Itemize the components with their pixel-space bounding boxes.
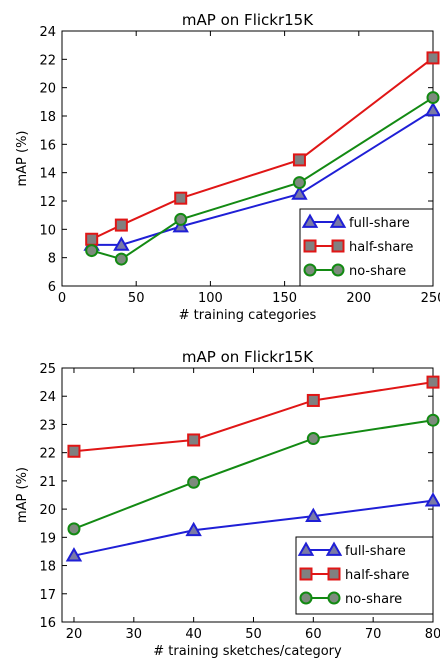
- legend-entry: full-share: [349, 216, 410, 231]
- legend-entry: half-share: [349, 240, 413, 255]
- y-tick-label: 14: [39, 167, 56, 182]
- data-point: [426, 413, 440, 427]
- x-tick-label: 40: [185, 627, 202, 642]
- series-line: [73, 419, 434, 530]
- legend-entry: full-share: [345, 544, 406, 559]
- plot-frame: [61, 30, 434, 287]
- legend-marker: [299, 567, 313, 581]
- y-tick-label: 6: [48, 280, 56, 295]
- legend-marker: [301, 213, 319, 228]
- y-tick-label: 17: [39, 588, 56, 603]
- legend-marker: [325, 541, 343, 556]
- x-tick-label: 150: [272, 291, 297, 306]
- y-tick-label: 18: [39, 110, 56, 125]
- y-tick-label: 10: [39, 223, 56, 238]
- series-no-share: [67, 413, 440, 536]
- data-point: [187, 475, 201, 489]
- data-point: [85, 244, 99, 258]
- legend-marker: [299, 591, 313, 605]
- data-point: [426, 91, 440, 105]
- y-tick-label: 8: [48, 252, 56, 267]
- legend-marker: [303, 239, 317, 253]
- legend-entry: no-share: [345, 592, 402, 607]
- data-point: [424, 492, 440, 507]
- legend-marker: [331, 263, 345, 277]
- data-point: [114, 218, 128, 232]
- x-tick-label: 100: [198, 291, 223, 306]
- data-point: [67, 522, 81, 536]
- legend: full-share half-share no-share: [299, 208, 434, 287]
- y-tick-label: 16: [39, 138, 56, 153]
- y-tick-label: 24: [39, 390, 56, 405]
- x-tick-label: 200: [346, 291, 371, 306]
- series-line: [73, 499, 434, 557]
- y-axis-label: mAP (%): [15, 130, 30, 186]
- y-tick-label: 25: [39, 362, 56, 377]
- series-line: [73, 381, 434, 453]
- x-tick-label: 20: [66, 627, 83, 642]
- legend-marker: [329, 213, 347, 228]
- chart-1: mAP on Flickr15K 0 50 100 150 200 250 6 8 10 12 14 1…: [15, 11, 440, 323]
- y-tick-label: 22: [39, 53, 56, 68]
- series-full-share: [65, 492, 440, 562]
- data-point: [114, 252, 128, 266]
- legend-marker: [331, 239, 345, 253]
- x-tick-label: 0: [58, 291, 66, 306]
- x-tick-label: 50: [128, 291, 145, 306]
- x-tick-label: 30: [126, 627, 143, 642]
- legend-marker: [303, 263, 317, 277]
- data-point: [306, 432, 320, 446]
- data-point: [174, 191, 188, 205]
- y-tick-label: 20: [39, 82, 56, 97]
- y-tick-label: 20: [39, 503, 56, 518]
- chart-title: mAP on Flickr15K: [182, 348, 314, 366]
- data-point: [305, 507, 322, 523]
- x-axis-label: # training sketches/category: [153, 644, 342, 659]
- y-tick-label: 19: [39, 531, 56, 546]
- data-point: [426, 375, 440, 389]
- data-point: [306, 393, 320, 407]
- legend-marker: [297, 541, 315, 556]
- data-point: [113, 236, 130, 251]
- series-half-share: [67, 375, 440, 458]
- y-tick-label: 21: [39, 475, 56, 490]
- data-point: [67, 444, 81, 458]
- data-point: [174, 212, 188, 226]
- y-tick-label: 23: [39, 418, 56, 433]
- data-point: [65, 547, 83, 562]
- data-point: [426, 51, 440, 65]
- y-tick-label: 12: [39, 195, 56, 210]
- legend-marker: [327, 567, 341, 581]
- data-point: [291, 185, 308, 200]
- legend-entry: half-share: [345, 568, 409, 583]
- x-tick-label: 70: [365, 627, 382, 642]
- legend: full-share half-share no-share: [295, 536, 434, 615]
- chart-title: mAP on Flickr15K: [182, 11, 314, 29]
- y-axis-label: mAP (%): [15, 467, 30, 523]
- x-tick-label: 250: [421, 291, 440, 306]
- x-tick-label: 50: [245, 627, 262, 642]
- y-tick-label: 18: [39, 560, 56, 575]
- y-tick-label: 22: [39, 447, 56, 462]
- data-point: [85, 232, 99, 246]
- data-point: [292, 176, 306, 190]
- legend-marker: [327, 591, 341, 605]
- chart-2: mAP on Flickr15K 20 30 40 50 60 70 80 16 17 18 19 20…: [15, 348, 440, 659]
- data-point: [292, 153, 306, 167]
- y-tick-label: 24: [39, 25, 56, 40]
- data-point: [424, 101, 440, 117]
- x-tick-label: 80: [425, 627, 440, 642]
- x-tick-label: 60: [305, 627, 322, 642]
- y-tick-label: 16: [39, 616, 56, 631]
- data-point: [185, 521, 202, 537]
- series-no-share: [85, 91, 440, 266]
- x-axis-label: # training categories: [179, 308, 317, 323]
- data-point: [187, 433, 201, 447]
- legend-entry: no-share: [349, 264, 406, 279]
